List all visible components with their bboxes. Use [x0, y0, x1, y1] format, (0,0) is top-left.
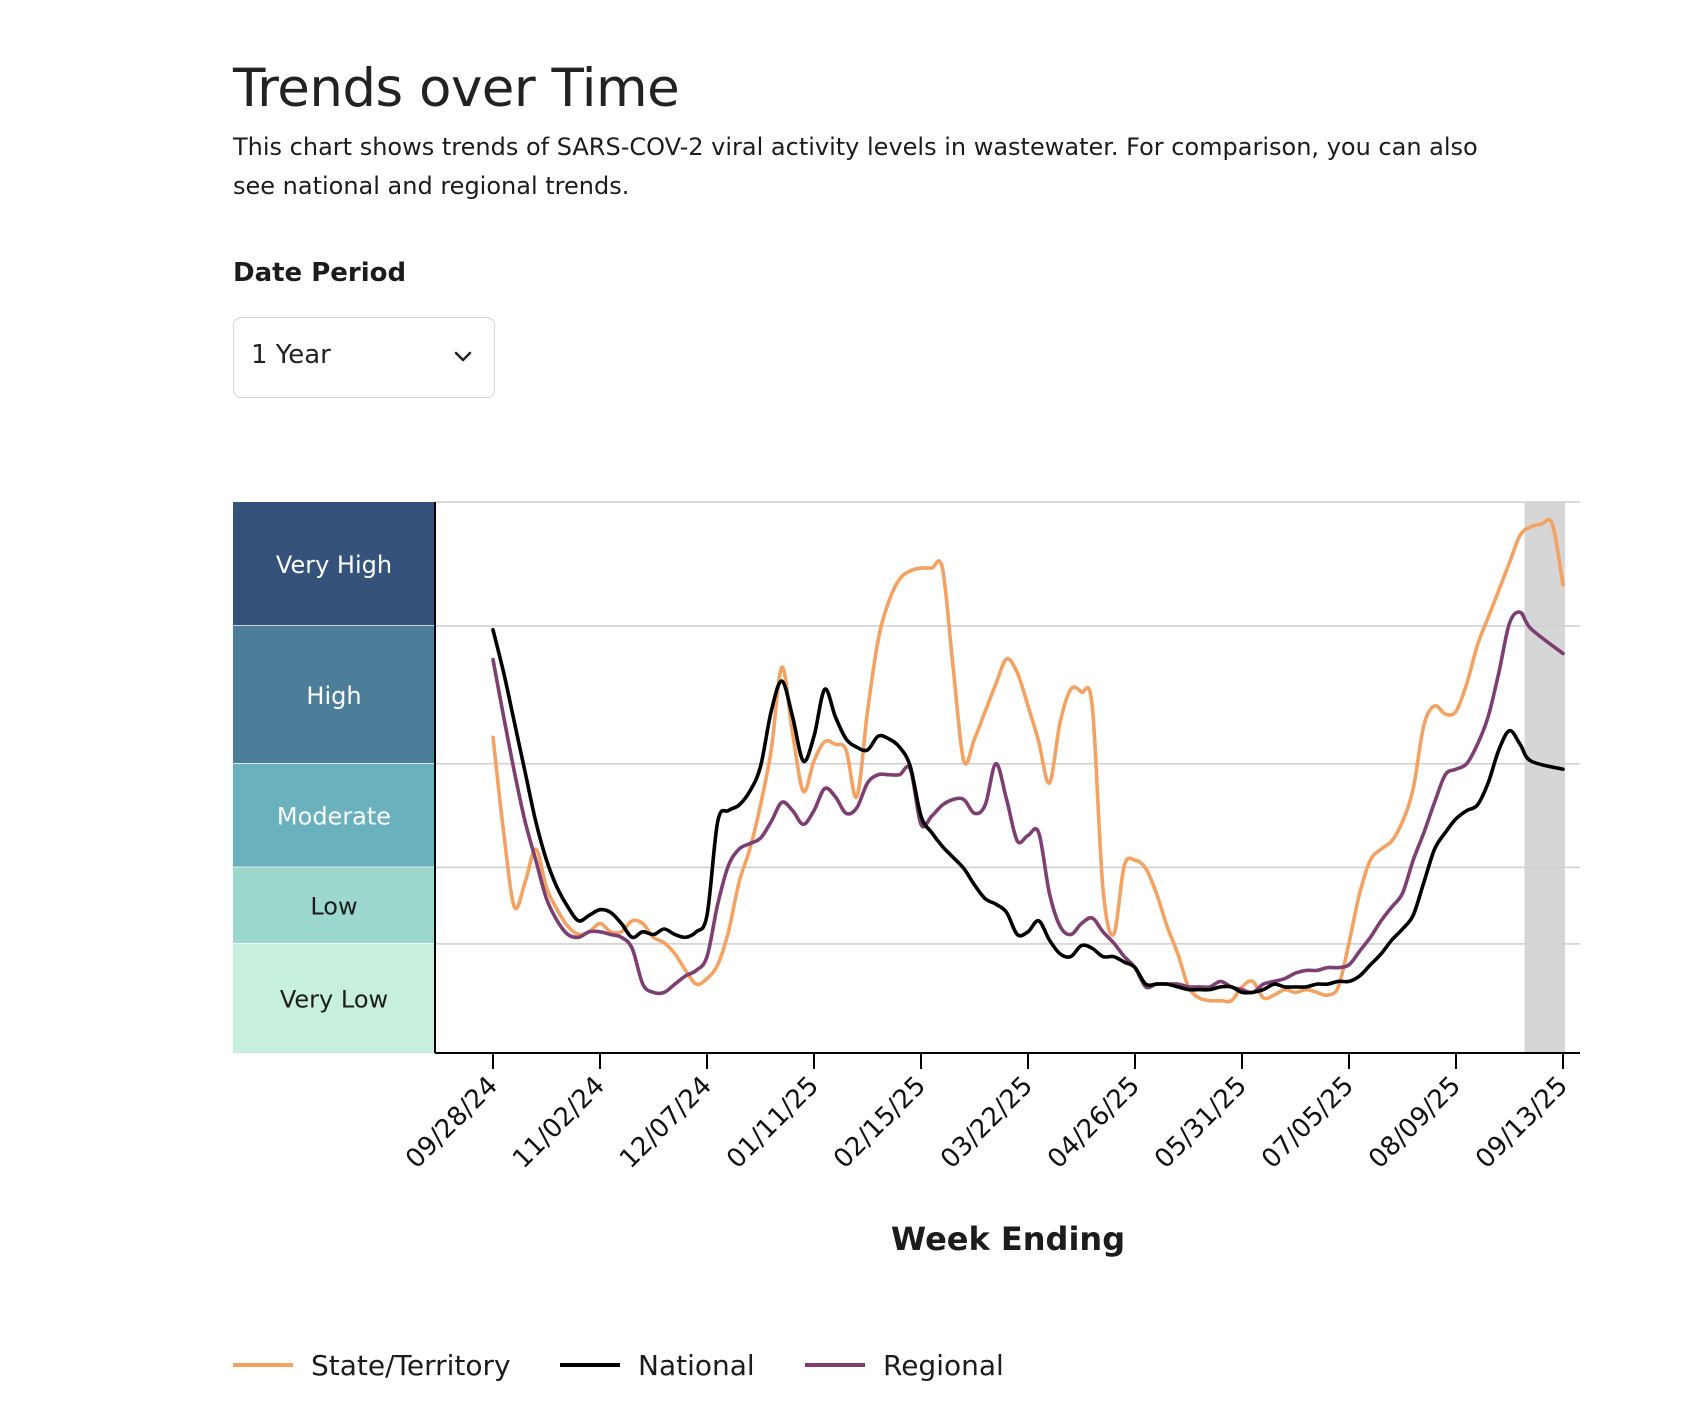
date-period-value: 1 Year [251, 340, 331, 370]
series-line-national [491, 628, 1565, 995]
legend-swatch-state [233, 1363, 293, 1367]
legend-label-national: National [638, 1348, 755, 1382]
chart-description: This chart shows trends of SARS-COV-2 vi… [233, 133, 1478, 200]
legend-item-regional[interactable]: Regional [805, 1345, 1004, 1385]
level-band-moderate [233, 763, 435, 868]
level-band-very-high [233, 502, 435, 626]
x-tick-label: 02/15/25 [828, 1071, 932, 1175]
x-tick-label: 01/11/25 [721, 1071, 825, 1175]
legend-swatch-national [560, 1363, 620, 1367]
date-period-label: Date Period [233, 258, 407, 288]
x-tick-label: 12/07/24 [614, 1071, 718, 1175]
provisional-shaded-region [1524, 502, 1566, 1053]
x-tick-label: 11/02/24 [507, 1071, 611, 1175]
series-line-regional [491, 610, 1565, 996]
level-label-high: High [306, 682, 361, 710]
x-tick-label: 09/13/25 [1470, 1071, 1574, 1175]
trend-chart: Very High High Moderate Low Very Low 09/28/24… [233, 501, 1580, 1258]
legend-swatch-regional [805, 1363, 865, 1367]
level-label-moderate: Moderate [277, 803, 391, 831]
level-label-very-low: Very Low [280, 985, 388, 1013]
x-tick-label: 04/26/25 [1042, 1071, 1146, 1175]
x-tick-label: 03/22/25 [935, 1071, 1039, 1175]
legend-item-state[interactable]: State/Territory [233, 1345, 511, 1385]
x-tick-label: 08/09/25 [1363, 1071, 1467, 1175]
series-line-state-territory [491, 517, 1565, 1004]
date-period-select[interactable]: 1 Year [233, 317, 495, 398]
x-tick-label: 07/05/25 [1256, 1071, 1360, 1175]
x-axis-title: Week Ending [891, 1220, 1125, 1258]
level-band-low [233, 867, 435, 944]
page-title: Trends over Time [233, 58, 680, 119]
legend-label-regional: Regional [883, 1348, 1004, 1382]
legend-item-national[interactable]: National [560, 1345, 755, 1385]
chevron-down-icon [454, 351, 472, 362]
legend-label-state: State/Territory [311, 1348, 511, 1382]
level-label-very-high: Very High [276, 551, 392, 579]
level-label-low: Low [310, 893, 357, 921]
x-tick-label: 05/31/25 [1149, 1071, 1253, 1175]
x-tick-label: 09/28/24 [400, 1071, 504, 1175]
level-band-high [233, 625, 435, 764]
level-band-very-low [233, 943, 435, 1053]
